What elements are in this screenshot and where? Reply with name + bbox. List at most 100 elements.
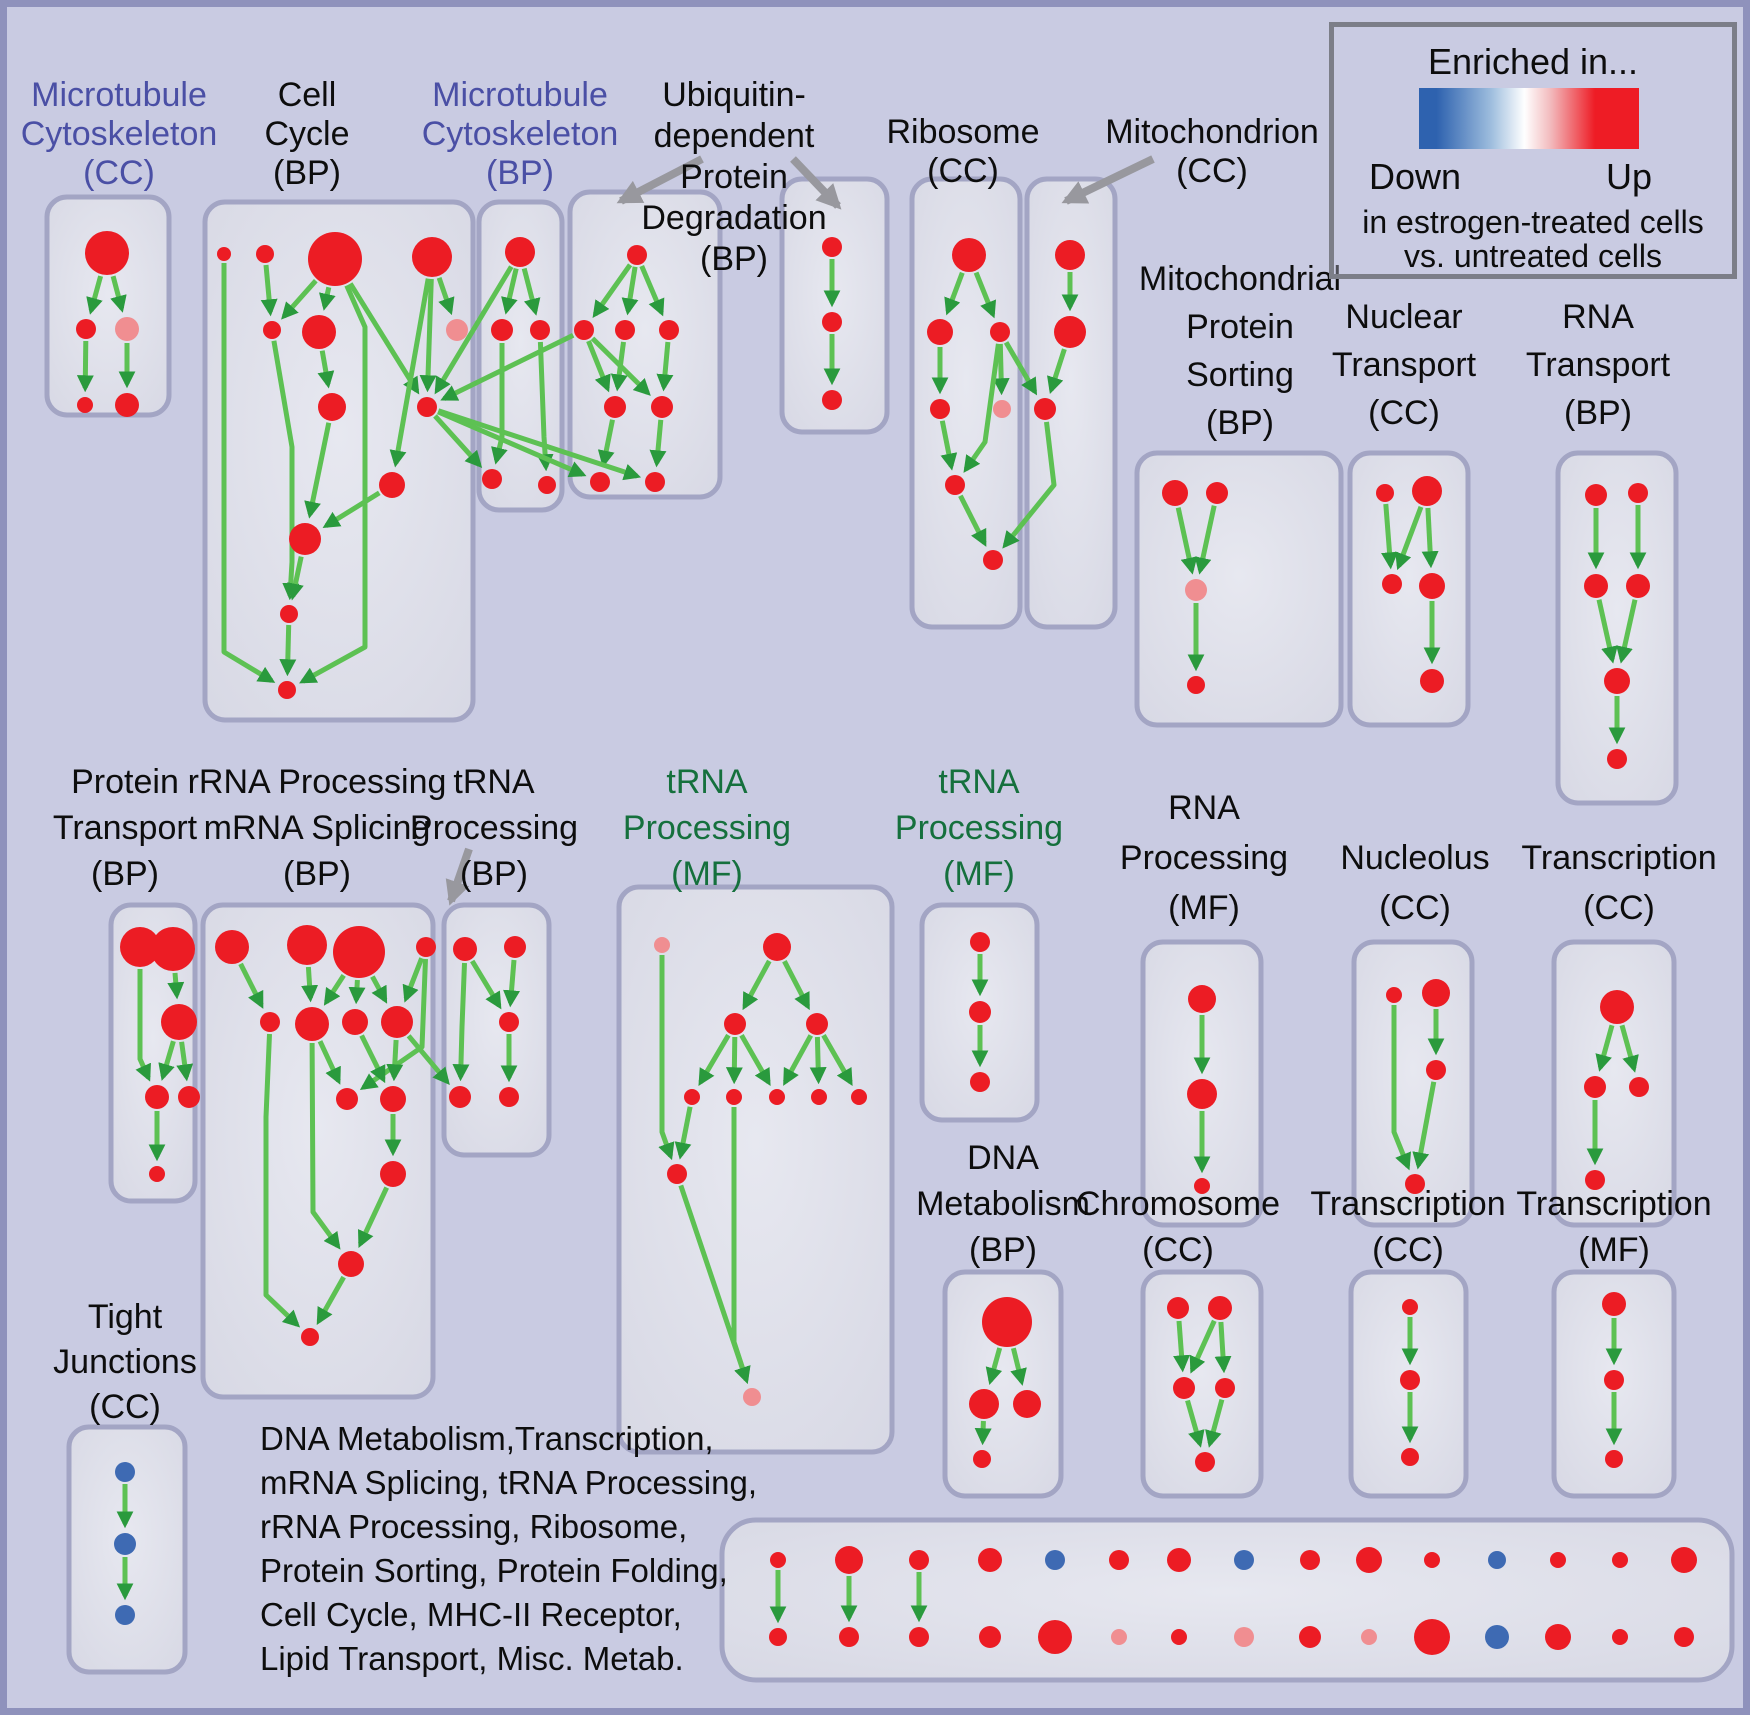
boxes-layer [44, 176, 1735, 1683]
cluster-box-chrom [1140, 1269, 1264, 1499]
go-term-node-misc-b5-pink [1111, 1629, 1127, 1645]
go-term-node-tx_mf-c2-red [1604, 1370, 1624, 1390]
go-term-node-misc-t0-red [770, 1552, 786, 1568]
go-term-node-tx_cc2-big-red [1600, 990, 1634, 1024]
edge-rrna-L--rrna-R [309, 1042, 341, 1250]
go-term-node-tx_cc2-b-red [1585, 1170, 1605, 1190]
go-term-node-ribo-r6-red [983, 550, 1003, 570]
edge-cc_bp-n4--cc_bp-n11 [271, 340, 300, 601]
go-term-node-ribo-r0-red [952, 238, 986, 272]
go-term-node-misc-b2-red [909, 1627, 929, 1647]
edge-rrna-H--rrna-L [301, 966, 319, 1003]
go-term-node-misc-b9-pink [1361, 1629, 1377, 1645]
go-term-node-trna_mf2-k1-red [970, 932, 990, 952]
go-term-node-pt-F-red [149, 1166, 165, 1182]
go-term-node-cc_bp-n6-pink [446, 319, 468, 341]
edge-rrna-Q--rrna-R [357, 1186, 389, 1248]
go-term-node-mps-m-pink [1185, 579, 1207, 601]
edge-ubiq-e--ubiq-g [649, 419, 667, 468]
go-term-node-mps-b-red [1187, 676, 1205, 694]
go-term-node-ubiq-b-red [615, 320, 635, 340]
go-term-node-ubiq2-v1-red [822, 237, 842, 257]
go-term-node-rrna-R-red [338, 1251, 364, 1277]
go-term-node-nt-m2-red [1419, 573, 1445, 599]
edge-rrna-I--rrna-M [348, 979, 366, 1005]
edge-ubiq-t--ubiq-c [639, 265, 665, 317]
cluster-box-ribo [909, 176, 1023, 630]
label-pointer-arrow-0 [616, 155, 704, 205]
go-term-node-tx_cc2-m1-red [1584, 1076, 1606, 1098]
edge-chrom-TR--chrom-ML [1189, 1319, 1217, 1374]
go-term-node-trna_mf1-a-red [763, 933, 791, 961]
go-term-node-ribo-r4-pink [993, 400, 1011, 418]
go-term-node-misc-t2-red [909, 1550, 929, 1570]
go-term-node-misc-t11-blue [1488, 1551, 1506, 1569]
legend-down-label: Down [1368, 156, 1462, 197]
edge-mito-m1--mito-m2 [1047, 348, 1067, 395]
go-term-node-tight-b3-blue [115, 1605, 135, 1625]
go-term-node-rna_mf-q1-red [1188, 985, 1216, 1013]
label-pointer-arrow-2 [1061, 155, 1155, 205]
go-term-node-cc_bp-n9-red [379, 472, 405, 498]
go-term-node-nt-t1-red [1376, 484, 1394, 502]
go-term-node-pt-E-red [178, 1086, 200, 1108]
edge-trna_mf1-c--trna_mf1-f [783, 1034, 813, 1086]
go-term-node-misc-b13-red [1612, 1629, 1628, 1645]
go-term-node-rrna-N-red [381, 1006, 413, 1038]
go-term-node-dna_bp-b-red [973, 1450, 991, 1468]
edge-trna_mf1-b--trna_mf1-f [739, 1034, 771, 1086]
edge-nt-t2--nt-m1 [1395, 506, 1424, 571]
go-term-node-ubiq2-v2-red [822, 312, 842, 332]
gray-arrows-layer [445, 155, 1155, 906]
cluster-box-rt [1555, 450, 1679, 806]
edge-trna_mf1-c--trna_mf1-h [821, 1034, 853, 1086]
go-term-node-tx_cc3-c1-red [1402, 1299, 1418, 1315]
edge-rrna-I--rrna-N [370, 975, 388, 1004]
legend-title: Enriched in... [1427, 41, 1639, 82]
go-term-node-nucleolus-t2-red [1422, 979, 1450, 1007]
go-term-node-trna_bp-U-red [504, 936, 526, 958]
edge-rrna-N--trna_bp-W [406, 1034, 450, 1085]
go-term-node-tx_cc2-m2-red [1629, 1077, 1649, 1097]
cluster-box-nt [1347, 450, 1471, 728]
go-term-node-mt_bp-b2-red [538, 476, 556, 494]
edge-trna_mf1-c--trna_mf1-g [809, 1036, 827, 1085]
go-term-node-rt-c-red [1604, 668, 1630, 694]
go-term-node-mps-t1-red [1162, 480, 1188, 506]
go-term-node-mt_cc-a-red [85, 231, 129, 275]
go-term-node-trna_mf1-h-red [851, 1089, 867, 1105]
footnote-line: rRNA Processing, Ribosome, [260, 1508, 688, 1545]
go-term-node-mps-t2-red [1206, 482, 1228, 504]
edge-mt_bp-t--cc_bp-n8 [434, 265, 514, 395]
edge-ribo-r0--ribo-r1 [944, 271, 965, 316]
edge-trna_bp-T--trna_bp-V [470, 959, 502, 1010]
go-term-node-misc-t12-red [1550, 1552, 1566, 1568]
go-term-node-ubiq-t-red [627, 245, 647, 265]
edge-ribo-r2--ribo-r4 [992, 343, 1010, 396]
go-term-node-nt-t2-red [1412, 476, 1442, 506]
go-term-node-ribo-r1-red [927, 319, 953, 345]
edge-trna_bp-U--trna_bp-V [503, 959, 521, 1008]
edge-rrna-K--rrna-S [263, 1033, 301, 1328]
label-pointer-arrow-1 [790, 156, 842, 210]
go-term-node-cc_bp-n0-red [217, 247, 231, 261]
go-term-node-chrom-TL-red [1167, 1297, 1189, 1319]
go-term-node-misc-t10-red [1424, 1552, 1440, 1568]
go-term-node-trna_mf2-k2-red [969, 1001, 991, 1023]
edge-dna_bp-big--dna_bp-r [1010, 1347, 1027, 1386]
go-term-node-trna_mf1-f-red [769, 1089, 785, 1105]
go-term-node-rrna-P-red [380, 1086, 406, 1112]
footnote-line: mRNA Splicing, tRNA Processing, [260, 1464, 758, 1501]
go-term-node-cc_bp-n11-red [280, 605, 298, 623]
go-term-node-cc_bp-n3-red [412, 237, 452, 277]
go-term-node-tight-b1-blue [115, 1462, 135, 1482]
edge-ubiq-a--cc_bp-n8 [440, 333, 575, 401]
go-term-node-cc_bp-n7-red [318, 393, 346, 421]
edge-cc_bp-n2--cc_bp-n12 [299, 284, 368, 684]
go-term-node-rrna-L-red [295, 1007, 329, 1041]
go-term-node-trna_bp-X-red [499, 1087, 519, 1107]
cluster-box-rrna [200, 902, 436, 1400]
go-term-node-cc_bp-n2-red [308, 232, 362, 286]
legend-note-line2: vs. untreated cells [1404, 238, 1662, 274]
edge-cc_bp-n3--cc_bp-n9 [389, 278, 431, 468]
